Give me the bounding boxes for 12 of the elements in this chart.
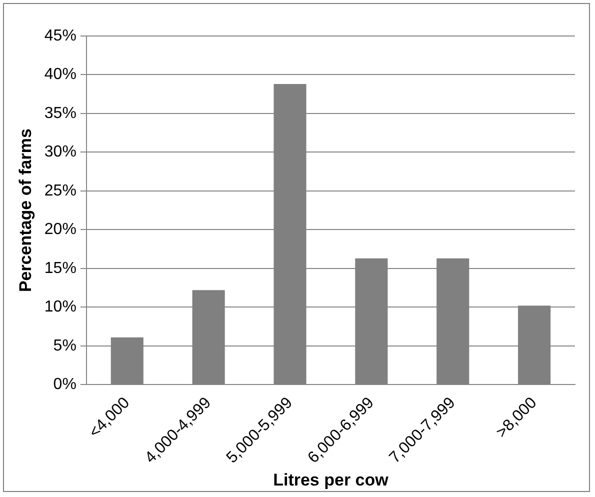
y-tick-label: 25% (44, 182, 76, 200)
y-axis-title: Percentage of farms (16, 128, 35, 292)
y-tick-label: 0% (53, 376, 76, 394)
y-tick-label: 30% (44, 144, 76, 161)
y-tick-label: 40% (44, 66, 76, 84)
x-axis-title: Litres per cow (273, 470, 390, 490)
y-tick-label: 35% (44, 104, 76, 122)
y-tick-label: 15% (44, 260, 76, 277)
y-tick-label: 45% (44, 27, 76, 44)
y-tick-label: 20% (44, 221, 76, 238)
y-tick-label: 10% (44, 298, 76, 316)
y-tick-label: 5% (53, 337, 76, 354)
